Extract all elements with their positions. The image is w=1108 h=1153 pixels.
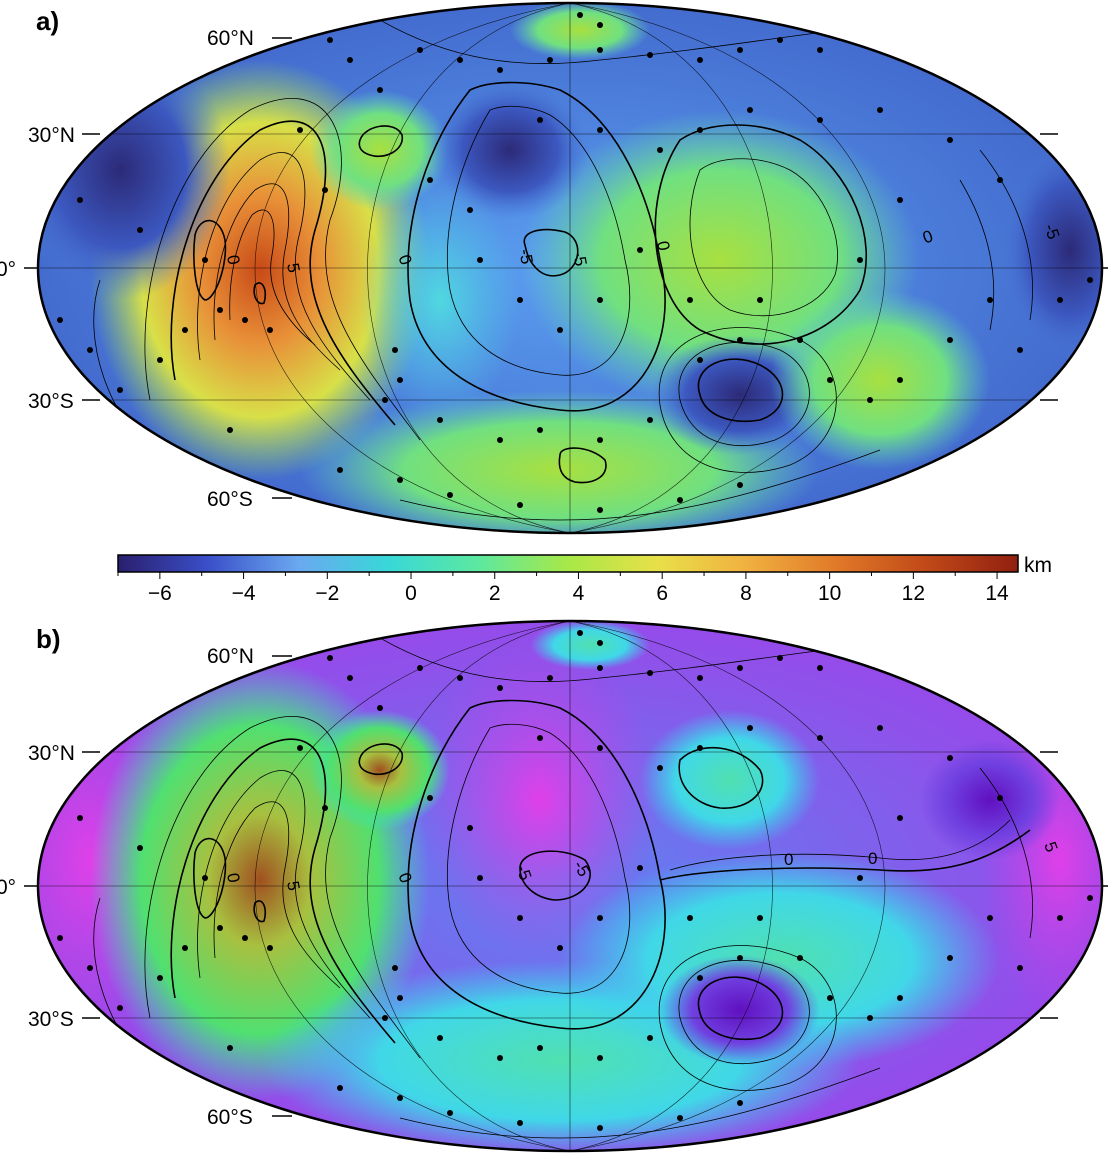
colorbar-tick-label: −6 [148, 582, 172, 605]
panel-a-lat-0: 0° [0, 258, 16, 281]
panel-b-lat-30s: 30°S [28, 1008, 74, 1031]
colorbar-unit: km [1024, 554, 1052, 577]
panel-a-graticule [40, 3, 1100, 533]
panel-a-label: a) [36, 6, 59, 36]
panel-b-label: b) [36, 624, 61, 654]
panel-b-lat-0: 0° [0, 876, 16, 899]
contour-label: 0 [223, 253, 243, 266]
colorbar-tick-label: −4 [232, 582, 256, 605]
panel-a-field [38, 3, 1102, 533]
contour-label: 0 [784, 850, 793, 869]
colorbar-tick-label: 4 [573, 582, 585, 605]
panel-b-lat-30n: 30°N [28, 742, 75, 765]
contour-label: 5 [283, 879, 303, 892]
colorbar-tick-label: 8 [740, 582, 752, 605]
contour-label: -5 [1040, 221, 1063, 242]
colorbar-tick-label: 10 [818, 582, 841, 605]
panel-b-lat-60n: 60°N [207, 645, 254, 668]
panel-a-contour-labels: 0 5 0 -5 -5 0 0 -5 [223, 221, 1063, 274]
panel-a-stations [42, 12, 1093, 513]
colorbar-tick-label: −2 [315, 582, 339, 605]
colorbar-tick-label: 0 [405, 582, 417, 605]
colorbar-tick-label: 6 [656, 582, 668, 605]
colorbar: −6 −4 −2 0 2 4 6 8 10 12 14 km [117, 554, 1052, 605]
panel-b-graticule [40, 621, 1100, 1151]
panel-a-lat-60n: 60°N [207, 27, 254, 50]
panel-b-stations [42, 630, 1093, 1131]
panel-b-lat-ticks [24, 655, 1108, 1117]
contour-label: 0 [868, 849, 877, 868]
contour-label: -5 [569, 249, 590, 267]
panel-a-lat-60s: 60°S [207, 488, 253, 511]
colorbar-tick-labels: −6 −4 −2 0 2 4 6 8 10 12 14 [148, 582, 1009, 605]
contour-label: 0 [653, 239, 673, 252]
colorbar-gradient [117, 554, 1019, 573]
contour-label: 5 [283, 261, 303, 274]
colorbar-tick-label: 2 [489, 582, 501, 605]
contour-label: -5 [512, 862, 535, 883]
colorbar-tick-label: 14 [985, 582, 1009, 605]
panel-a-map: a) 60°N 30°N 0° 30°S 60°S 0 5 0 -5 -5 0 … [0, 1, 1108, 535]
panel-a-lat-30s: 30°S [28, 390, 74, 413]
contour-label: -5 [515, 247, 536, 265]
panel-b-lat-60s: 60°S [207, 1106, 253, 1129]
contour-label: 0 [223, 871, 243, 884]
panel-a-lat-ticks [24, 37, 1108, 499]
colorbar-ticks [117, 572, 998, 579]
colorbar-tick-label: 12 [902, 582, 925, 605]
panel-a-lat-30n: 30°N [28, 124, 75, 147]
panel-b-field [38, 621, 1102, 1151]
panel-b-map: b) 60°N 30°N 0° 30°S 60°S 0 5 0 -5 -5 0 … [0, 619, 1108, 1153]
